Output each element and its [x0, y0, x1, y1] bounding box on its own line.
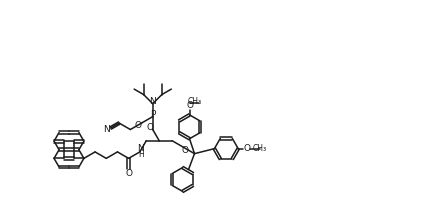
Text: N: N	[149, 97, 156, 106]
Text: N: N	[138, 145, 144, 153]
Text: CH₃: CH₃	[253, 144, 267, 153]
Text: CH₃: CH₃	[187, 97, 202, 106]
Text: O: O	[134, 121, 141, 130]
Text: O: O	[125, 169, 132, 178]
Text: H: H	[138, 150, 144, 159]
Text: O: O	[146, 123, 153, 132]
Text: O: O	[244, 144, 251, 153]
Text: O: O	[186, 101, 193, 110]
Text: N: N	[103, 124, 110, 134]
Text: O: O	[182, 146, 189, 155]
Text: P: P	[150, 110, 155, 119]
